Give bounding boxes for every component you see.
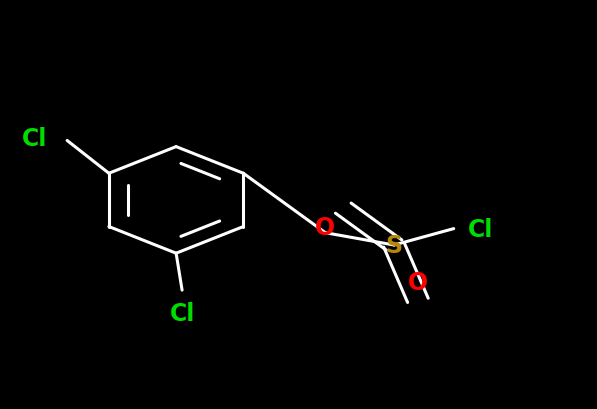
Text: S: S bbox=[386, 234, 402, 257]
Text: Cl: Cl bbox=[170, 301, 195, 325]
Text: O: O bbox=[315, 215, 336, 239]
Text: O: O bbox=[408, 270, 428, 294]
Text: Cl: Cl bbox=[468, 217, 493, 241]
Text: Cl: Cl bbox=[21, 127, 47, 151]
